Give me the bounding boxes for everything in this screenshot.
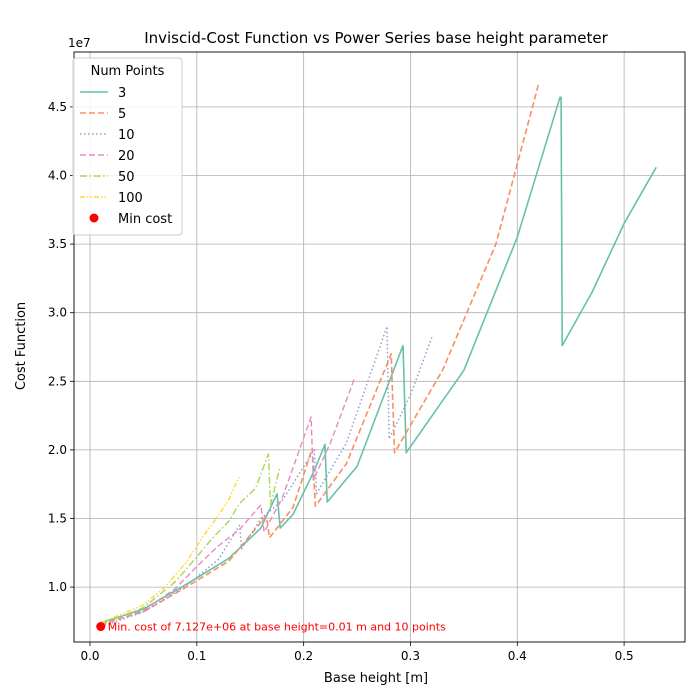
series-line-3 <box>100 96 657 624</box>
x-tick-label: 0.3 <box>401 649 420 663</box>
legend-label-3: 3 <box>118 86 126 101</box>
y-tick-label: 2.5 <box>48 374 67 388</box>
series-line-10 <box>100 325 433 628</box>
min-cost-annotation: Min. cost of 7.127e+06 at base height=0.… <box>108 621 446 634</box>
legend-title: Num Points <box>91 64 165 79</box>
legend-label-5: 5 <box>118 107 126 122</box>
y-tick-label: 1.5 <box>48 512 67 526</box>
y-tick-label: 2.0 <box>48 443 67 457</box>
legend-label-100: 100 <box>118 191 143 206</box>
x-tick-label: 0.2 <box>294 649 313 663</box>
y-tick-label: 1.0 <box>48 580 67 594</box>
legend-label-20: 20 <box>118 149 135 164</box>
y-axis-title: Cost Function <box>14 302 29 390</box>
legend-box <box>72 57 183 236</box>
y-tick-label: 3.5 <box>48 237 67 251</box>
min-cost-marker <box>96 622 106 632</box>
y-tick-label: 4.5 <box>48 100 67 114</box>
x-tick-label: 0.1 <box>187 649 206 663</box>
y-tick-label: 4.0 <box>48 168 67 182</box>
series-layer <box>96 83 657 632</box>
axes: 0.0 0.1 0.2 0.3 0.4 0.5 1.0 1.5 2.0 2.5 3.0 3.5 4.0 4… <box>48 51 686 663</box>
legend-label-min-cost: Min cost <box>118 212 172 227</box>
series-line-20 <box>100 376 356 627</box>
series-line-100 <box>100 476 241 624</box>
y-tick-label: 3.0 <box>48 306 67 320</box>
legend-label-50: 50 <box>118 170 135 185</box>
x-tick-label: 0.4 <box>508 649 527 663</box>
x-tick-label: 0.0 <box>80 649 99 663</box>
legend: Num Points 3 5 10 20 50 100 Min cost <box>72 57 183 236</box>
legend-swatch-min-cost <box>89 213 99 223</box>
legend-label-10: 10 <box>118 128 135 143</box>
y-scale-label: 1e7 <box>68 36 91 50</box>
series-line-50 <box>100 453 281 625</box>
x-tick-label: 0.5 <box>615 649 634 663</box>
chart-title: Inviscid-Cost Function vs Power Series b… <box>144 29 608 47</box>
plot-frame <box>73 51 686 643</box>
x-axis-title: Base height [m] <box>324 671 428 686</box>
